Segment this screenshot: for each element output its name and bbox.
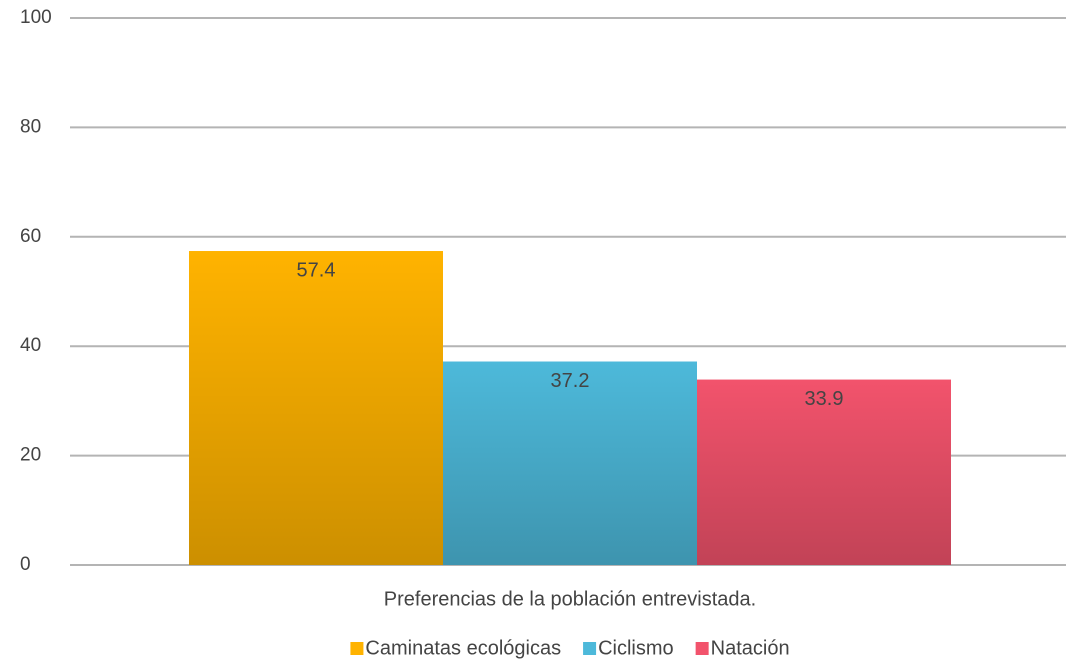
y-tick-label: 0	[20, 554, 31, 575]
legend-swatch	[583, 642, 597, 655]
legend-label: Ciclismo	[598, 637, 674, 659]
y-tick-label: 100	[20, 7, 52, 28]
bar-shade	[443, 361, 697, 565]
y-tick-label: 40	[20, 335, 41, 356]
legend-label: Caminatas ecológicas	[365, 637, 561, 659]
y-tick-label: 60	[20, 226, 41, 247]
legend-swatch	[350, 642, 364, 655]
legend-swatch	[695, 642, 709, 655]
bar-shade	[697, 379, 951, 565]
bar-shade	[189, 251, 443, 565]
y-tick-label: 80	[20, 116, 41, 137]
legend-label: Natación	[711, 637, 790, 659]
y-tick-label: 20	[20, 445, 41, 466]
data-label: 33.9	[805, 388, 844, 410]
x-tick-label: Preferencias de la población entrevistad…	[384, 588, 756, 610]
data-label: 57.4	[297, 259, 336, 281]
data-label: 37.2	[551, 370, 590, 392]
